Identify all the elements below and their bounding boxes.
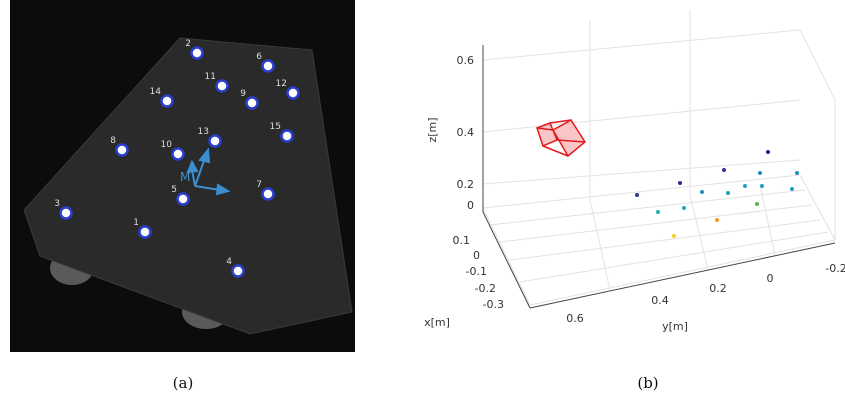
z-axis-label: z[m] bbox=[426, 117, 439, 142]
tick-label: 0.1 bbox=[453, 234, 471, 247]
marker-label: 8 bbox=[110, 136, 116, 146]
marker-label: 9 bbox=[240, 89, 246, 99]
marker bbox=[215, 79, 229, 93]
marker bbox=[160, 94, 174, 108]
tick-label: -0.3 bbox=[483, 298, 504, 311]
tick-label: 0.4 bbox=[457, 126, 475, 139]
board bbox=[23, 37, 353, 335]
marker-label: 6 bbox=[256, 52, 262, 62]
marker bbox=[261, 187, 275, 201]
marker-label: 14 bbox=[150, 87, 162, 97]
tick-label: -0.2 bbox=[475, 282, 496, 295]
camera bbox=[536, 119, 586, 158]
frame-axes bbox=[186, 147, 231, 196]
marker bbox=[138, 225, 152, 239]
tick-label: -0.1 bbox=[466, 265, 487, 278]
points bbox=[635, 150, 799, 238]
y-axis-label: y[m] bbox=[662, 320, 688, 333]
tick-label: -0.2 bbox=[825, 262, 845, 275]
marker-label: 13 bbox=[198, 127, 209, 137]
caption: (a) bbox=[173, 374, 194, 392]
marker bbox=[280, 129, 294, 143]
frame-label: M bbox=[180, 170, 190, 184]
tick-label: 0.2 bbox=[457, 178, 475, 191]
marker-label: 1 bbox=[133, 218, 139, 228]
marker-label: 3 bbox=[54, 199, 60, 209]
marker bbox=[231, 264, 245, 278]
marker bbox=[245, 96, 259, 110]
marker bbox=[261, 59, 275, 73]
marker bbox=[59, 206, 73, 220]
marker-label: 10 bbox=[161, 140, 173, 150]
ticks: 0.60.40.200.10-0.1-0.2-0.30.60.40.20-0.2 bbox=[453, 54, 845, 325]
marker-label: 15 bbox=[270, 122, 281, 132]
marker bbox=[171, 147, 185, 161]
marker-label: 4 bbox=[226, 257, 232, 267]
tick-label: 0 bbox=[467, 199, 474, 212]
tick-label: 0.6 bbox=[457, 54, 475, 67]
tick-label: 0.2 bbox=[709, 282, 727, 295]
tick-label: 0.4 bbox=[651, 294, 669, 307]
marker-label: 7 bbox=[256, 180, 262, 190]
tick-label: 0 bbox=[767, 272, 774, 285]
marker bbox=[286, 86, 300, 100]
tick-label: 0 bbox=[473, 249, 480, 262]
x-axis-label: x[m] bbox=[424, 316, 450, 329]
marker bbox=[176, 192, 190, 206]
marker-label: 2 bbox=[185, 39, 191, 49]
plot-grid bbox=[482, 10, 836, 309]
marker bbox=[190, 46, 204, 60]
caption: (b) bbox=[637, 374, 658, 392]
marker bbox=[115, 143, 129, 157]
marker-label: 11 bbox=[205, 72, 216, 82]
marker bbox=[208, 134, 222, 148]
tick-label: 0.6 bbox=[566, 312, 584, 325]
marker-label: 12 bbox=[276, 79, 287, 89]
marker-label: 5 bbox=[171, 185, 177, 195]
